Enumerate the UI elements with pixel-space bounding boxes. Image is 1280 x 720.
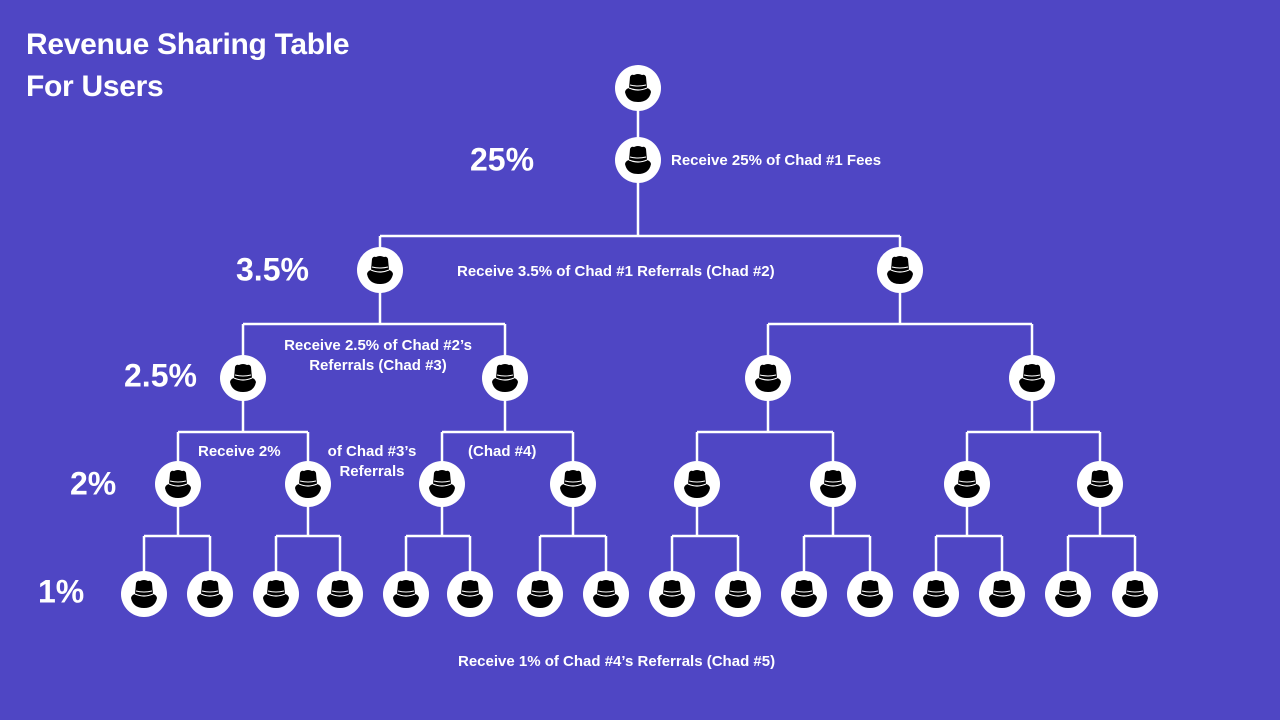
hat-person-icon	[887, 256, 913, 284]
hat-person-icon	[230, 364, 256, 392]
hat-person-icon	[1122, 580, 1148, 608]
hat-person-icon	[755, 364, 781, 392]
node-level-4	[649, 571, 695, 617]
node-level-4	[253, 571, 299, 617]
hat-person-icon	[429, 470, 455, 498]
node-level-4	[121, 571, 167, 617]
note-level-2-line-1: Receive 2.5% of Chad #2’s	[284, 337, 472, 354]
hat-person-icon	[1055, 580, 1081, 608]
node-level-1	[357, 247, 403, 293]
note-level-3-part-2: of Chad #3’s Referrals	[322, 442, 422, 482]
percent-level-4: 1%	[38, 573, 85, 610]
hat-person-icon	[527, 580, 553, 608]
node-level-4	[447, 571, 493, 617]
percent-level-0: 25%	[470, 141, 535, 178]
hat-person-icon	[197, 580, 223, 608]
node-level-3	[419, 461, 465, 507]
node-level-3	[944, 461, 990, 507]
hat-person-icon	[593, 580, 619, 608]
hat-person-icon	[857, 580, 883, 608]
hat-person-icon	[989, 580, 1015, 608]
hat-person-icon	[393, 580, 419, 608]
node-level-3	[550, 461, 596, 507]
note-level-3-part-1: Receive 2%	[198, 443, 281, 460]
hat-person-icon	[684, 470, 710, 498]
hat-person-icon	[625, 74, 651, 102]
note-level-2-line-2: Referrals (Chad #3)	[309, 357, 447, 374]
node-level-3	[155, 461, 201, 507]
hat-person-icon	[560, 470, 586, 498]
hat-person-icon	[725, 580, 751, 608]
hat-person-icon	[791, 580, 817, 608]
hat-person-icon	[327, 580, 353, 608]
title-line-2: For Users	[26, 70, 164, 103]
node-level-4	[847, 571, 893, 617]
percent-level-1: 3.5%	[236, 251, 309, 288]
note-level-4: Receive 1% of Chad #4’s Referrals (Chad …	[458, 653, 776, 670]
node-level-2	[482, 355, 528, 401]
node-level-4	[715, 571, 761, 617]
hat-person-icon	[457, 580, 483, 608]
node-level-4	[979, 571, 1025, 617]
node-level-3	[285, 461, 331, 507]
node-level-4	[517, 571, 563, 617]
node-level-3	[810, 461, 856, 507]
node-level-1	[877, 247, 923, 293]
hat-person-icon	[659, 580, 685, 608]
title-line-1: Revenue Sharing Table	[26, 28, 350, 61]
hat-person-icon	[625, 146, 651, 174]
hat-person-icon	[820, 470, 846, 498]
hat-person-icon	[165, 470, 191, 498]
node-level-3	[674, 461, 720, 507]
hat-person-icon	[1087, 470, 1113, 498]
node-level-0	[615, 137, 661, 183]
note-level-0: Receive 25% of Chad #1 Fees	[671, 152, 882, 169]
node-level-2	[1009, 355, 1055, 401]
hat-person-icon	[295, 470, 321, 498]
node-level-4	[187, 571, 233, 617]
hat-person-icon	[1019, 364, 1045, 392]
node-level-3	[1077, 461, 1123, 507]
page-title: Revenue Sharing Table For Users	[26, 24, 350, 108]
node-level-4	[1112, 571, 1158, 617]
percent-level-2: 2.5%	[124, 357, 197, 394]
node-level-4	[781, 571, 827, 617]
note-level-1: Receive 3.5% of Chad #1 Referrals (Chad …	[457, 263, 775, 280]
hat-person-icon	[923, 580, 949, 608]
node-level-4	[317, 571, 363, 617]
hat-person-icon	[492, 364, 518, 392]
node-level-2	[220, 355, 266, 401]
note-level-3-part-2-line-1: of Chad #3’s	[327, 443, 417, 460]
node-level-2	[745, 355, 791, 401]
note-level-3-part-3: (Chad #4)	[468, 443, 537, 460]
hat-person-icon	[954, 470, 980, 498]
node-level-4	[913, 571, 959, 617]
node-level-4	[1045, 571, 1091, 617]
node-root	[615, 65, 661, 111]
note-level-3-part-2-line-2: Referrals	[339, 463, 405, 480]
hat-person-icon	[263, 580, 289, 608]
node-level-4	[383, 571, 429, 617]
note-level-2: Receive 2.5% of Chad #2’s Referrals (Cha…	[266, 336, 490, 376]
node-level-4	[583, 571, 629, 617]
percent-level-3: 2%	[70, 465, 117, 502]
hat-person-icon	[367, 256, 393, 284]
hat-person-icon	[131, 580, 157, 608]
